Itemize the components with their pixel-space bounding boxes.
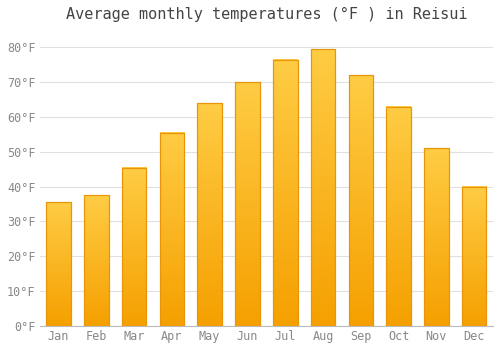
Bar bbox=[462, 187, 486, 326]
Bar bbox=[198, 103, 222, 326]
Bar bbox=[84, 195, 108, 326]
Bar bbox=[386, 107, 411, 326]
Bar bbox=[122, 168, 146, 326]
Bar bbox=[198, 103, 222, 326]
Bar bbox=[424, 148, 448, 326]
Bar bbox=[235, 82, 260, 326]
Bar bbox=[46, 202, 71, 326]
Bar bbox=[273, 60, 297, 326]
Title: Average monthly temperatures (°F ) in Reisui: Average monthly temperatures (°F ) in Re… bbox=[66, 7, 467, 22]
Bar bbox=[46, 202, 71, 326]
Bar bbox=[273, 60, 297, 326]
Bar bbox=[84, 195, 108, 326]
Bar bbox=[462, 187, 486, 326]
Bar bbox=[122, 168, 146, 326]
Bar bbox=[386, 107, 411, 326]
Bar bbox=[160, 133, 184, 326]
Bar bbox=[235, 82, 260, 326]
Bar bbox=[348, 75, 373, 326]
Bar bbox=[310, 49, 336, 326]
Bar bbox=[348, 75, 373, 326]
Bar bbox=[160, 133, 184, 326]
Bar bbox=[424, 148, 448, 326]
Bar bbox=[310, 49, 336, 326]
